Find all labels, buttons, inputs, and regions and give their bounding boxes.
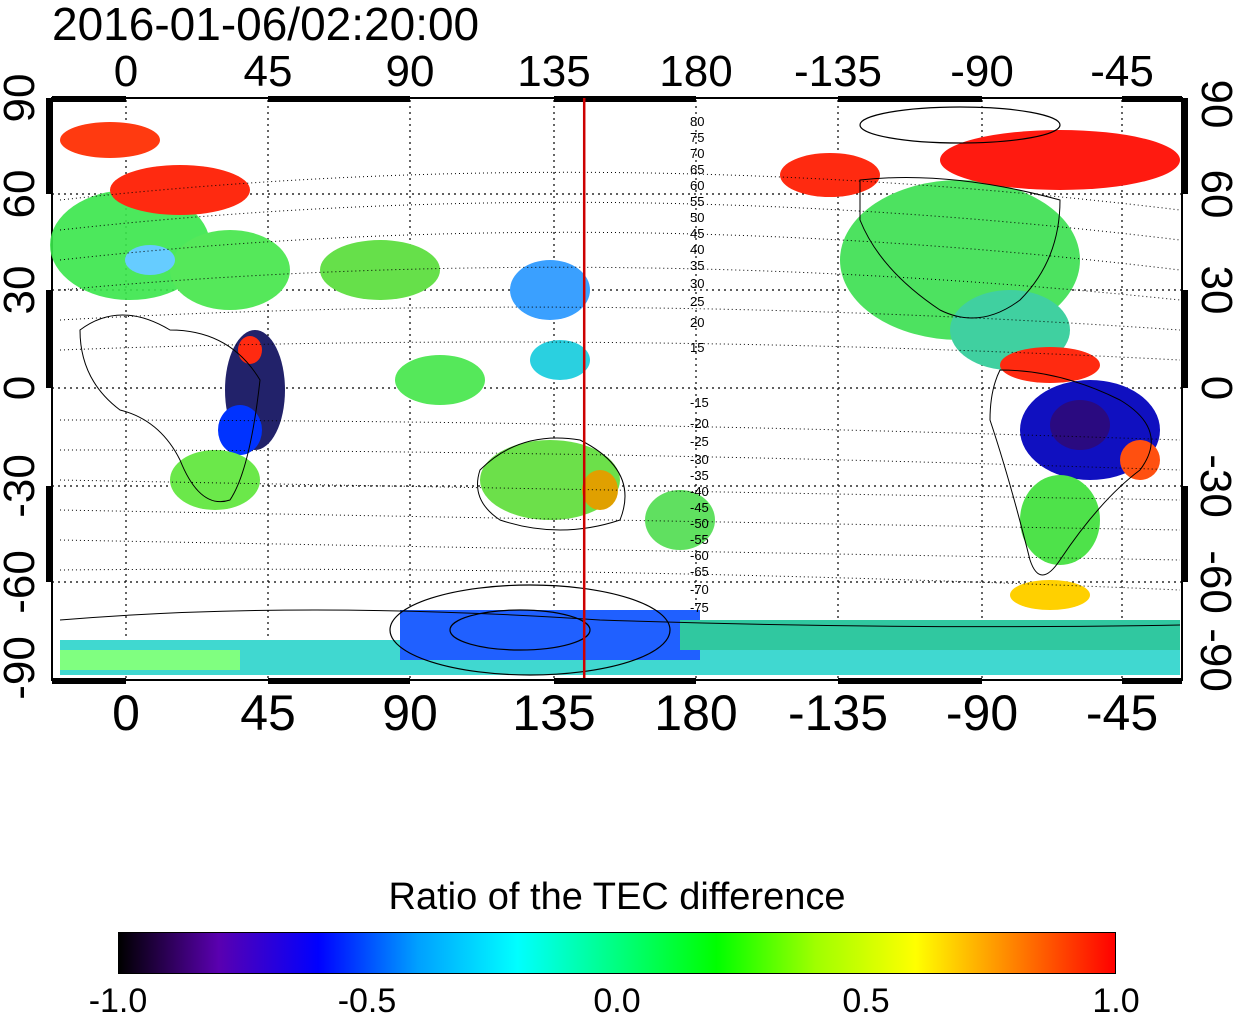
- colorbar-label: -0.5: [337, 982, 397, 1020]
- left-tick: -90: [0, 636, 44, 700]
- bottom-tick: -90: [945, 685, 1019, 741]
- bottom-tick: 90: [382, 685, 438, 741]
- contour-label: 15: [690, 340, 704, 355]
- contour-label: 35: [690, 258, 704, 273]
- left-tick: -30: [0, 454, 44, 518]
- map-timestamp: 2016-01-06/02:20:00: [52, 0, 480, 50]
- top-tick: -135: [793, 47, 883, 96]
- contour-label: 20: [690, 315, 704, 330]
- colorbar-label: -1.0: [88, 982, 148, 1020]
- top-tick: -90: [950, 47, 1014, 96]
- polar-contours: [389, 106, 1061, 676]
- contour-label: 60: [690, 178, 704, 193]
- bottom-tick: 45: [240, 685, 296, 741]
- right-tick: 30: [1192, 265, 1240, 315]
- colorbar-label: 0.5: [842, 982, 890, 1020]
- contour-label: -40: [690, 484, 709, 499]
- contour-label: -35: [690, 468, 709, 483]
- bottom-tick: 135: [512, 685, 596, 741]
- bottom-tick: -135: [787, 685, 889, 741]
- contour-label: -30: [690, 452, 709, 467]
- axis-bars: [46, 96, 1188, 684]
- contour-label: 80: [690, 114, 704, 129]
- contour-label: 70: [690, 146, 704, 161]
- contour-labels: 80 75 70 65 60 55 50 45 40 35 30 25 20 1…: [690, 114, 709, 615]
- colorbar-label: 1.0: [1092, 982, 1140, 1020]
- contour-label: 55: [690, 194, 704, 209]
- top-tick: 90: [385, 47, 435, 96]
- contour-label: 65: [690, 162, 704, 177]
- left-tick: 30: [0, 265, 44, 315]
- bottom-tick: 180: [654, 685, 738, 741]
- colorbar-title: Ratio of the TEC difference: [388, 876, 846, 918]
- right-tick: 90: [1192, 79, 1240, 129]
- contour-label: -60: [690, 548, 709, 563]
- contour-label: -55: [690, 532, 709, 547]
- colorbar-label: 0.0: [593, 982, 641, 1020]
- top-tick: -45: [1090, 47, 1154, 96]
- left-tick: 90: [0, 73, 44, 123]
- right-tick: -90: [1191, 628, 1240, 692]
- left-tick: 60: [0, 169, 44, 219]
- contour-label: -45: [690, 500, 709, 515]
- magnetic-contours: [59, 171, 1181, 591]
- contour-label: -25: [690, 434, 709, 449]
- contour-label: -65: [690, 564, 709, 579]
- contour-label: 45: [690, 226, 704, 241]
- contour-label: 75: [690, 130, 704, 145]
- contour-label: -15: [690, 395, 709, 410]
- top-tick: 180: [659, 47, 733, 96]
- contour-label: -20: [690, 416, 709, 431]
- left-tick: -60: [0, 550, 44, 614]
- right-tick: 0: [1192, 375, 1240, 401]
- coastlines: [59, 177, 1181, 628]
- top-tick: 135: [517, 47, 591, 96]
- contour-label: 50: [690, 210, 704, 225]
- bottom-tick: -45: [1085, 685, 1159, 741]
- right-tick: -60: [1191, 550, 1240, 614]
- contour-label: 25: [690, 294, 704, 309]
- right-tick: 60: [1192, 169, 1240, 219]
- top-tick: 45: [243, 47, 293, 96]
- colorbar: [118, 932, 1116, 974]
- top-tick: 0: [113, 47, 139, 96]
- contour-label: -75: [690, 600, 709, 615]
- right-tick: -30: [1191, 454, 1240, 518]
- bottom-tick: 0: [112, 685, 140, 741]
- left-tick: 0: [0, 358, 44, 418]
- contour-label: 40: [690, 242, 704, 257]
- contour-label: -70: [690, 582, 709, 597]
- contour-label: 30: [690, 276, 704, 291]
- contour-label: -50: [690, 516, 709, 531]
